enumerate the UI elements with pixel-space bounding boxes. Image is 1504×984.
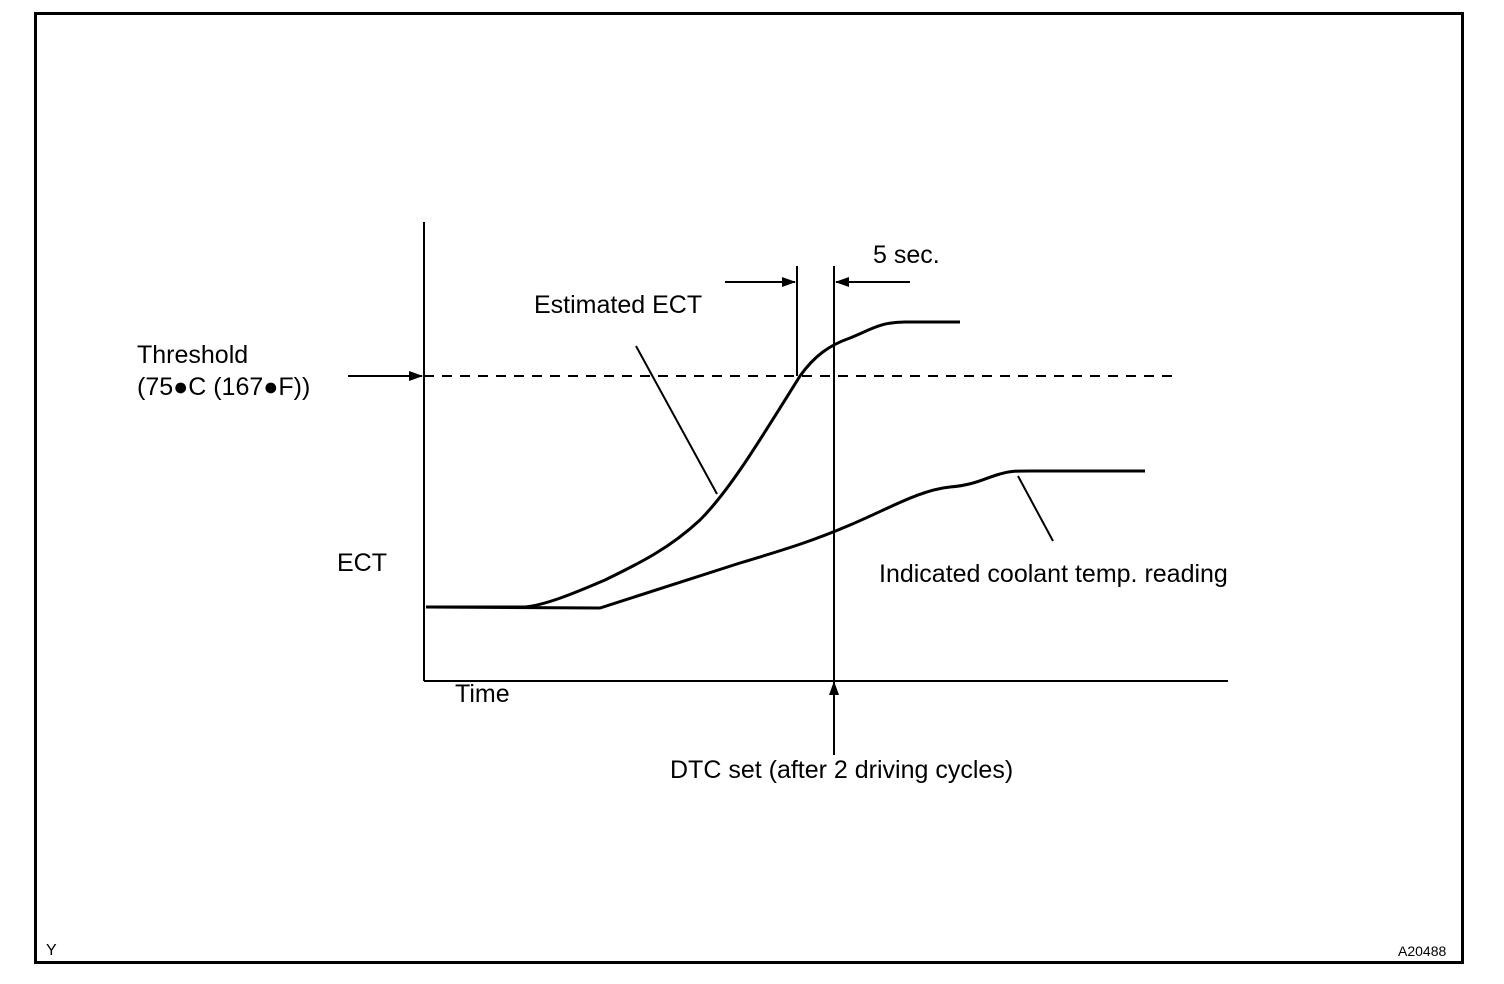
threshold-value-label: (75●C (167●F)) [137,373,311,401]
time-axis-label: Time [455,680,510,708]
figure-id: A20488 [1398,943,1447,959]
threshold-label: Threshold [137,341,249,369]
figure-border [34,12,1464,964]
estimated-ect-leader [635,345,718,495]
indicated-coolant-curve [425,469,1145,610]
dtc-set-label: DTC set (after 2 driving cycles) [670,756,1014,784]
estimated-ect-label: Estimated ECT [534,291,703,319]
corner-code-left: Y [46,942,57,959]
indicated-coolant-label: Indicated coolant temp. reading [879,560,1228,588]
five-sec-label: 5 sec. [873,241,940,269]
estimated-ect-curve [426,320,960,609]
indicated-leader [1017,475,1054,542]
ect-axis-label: ECT [337,549,387,577]
